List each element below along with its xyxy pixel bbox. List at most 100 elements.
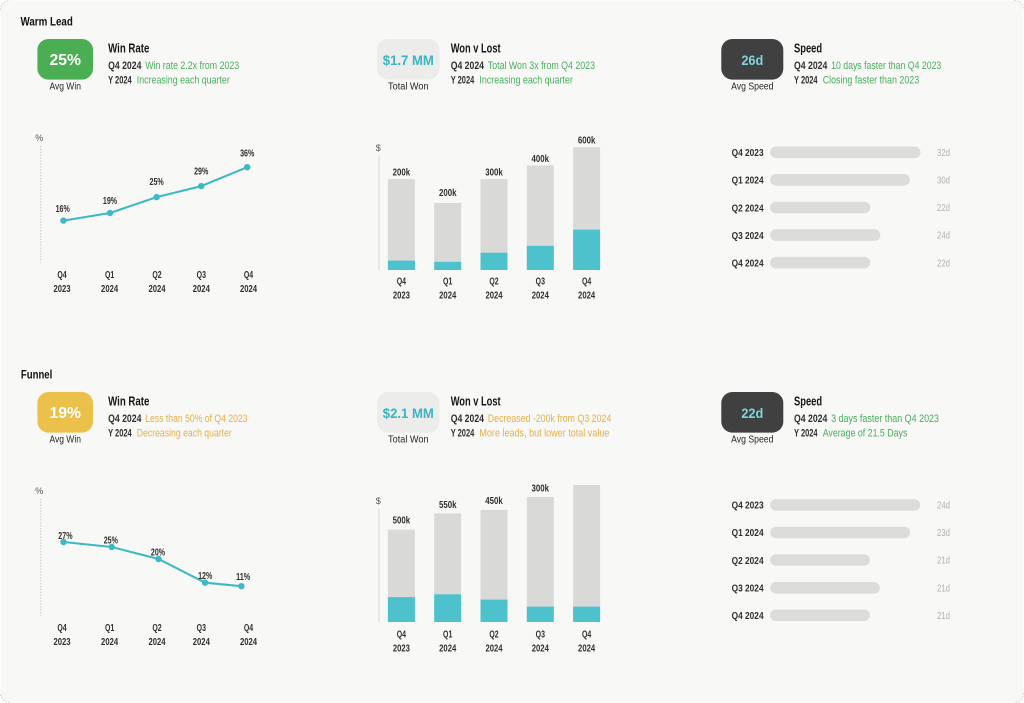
svg-text:2024: 2024 — [193, 284, 210, 295]
svg-text:Avg Speed: Avg Speed — [731, 434, 773, 445]
svg-text:Q2: Q2 — [152, 623, 162, 634]
svg-text:%: % — [35, 133, 43, 143]
svg-text:30d: 30d — [937, 176, 950, 187]
svg-text:Y 2024: Y 2024 — [108, 428, 132, 440]
svg-text:Y 2024: Y 2024 — [451, 428, 475, 440]
svg-text:Q4 2024: Q4 2024 — [451, 60, 485, 72]
svg-text:21d: 21d — [937, 556, 950, 567]
svg-text:Funnel: Funnel — [21, 368, 52, 382]
svg-text:21d: 21d — [937, 611, 950, 622]
svg-text:25%: 25% — [104, 536, 118, 547]
svg-text:Q4 2024: Q4 2024 — [732, 611, 764, 622]
svg-text:Y 2024: Y 2024 — [451, 75, 475, 87]
svg-text:Q3 2024: Q3 2024 — [732, 231, 764, 242]
svg-text:300k: 300k — [532, 484, 550, 495]
svg-text:Q2 2024: Q2 2024 — [732, 556, 764, 567]
svg-text:500k: 500k — [393, 516, 411, 527]
svg-text:2023: 2023 — [53, 637, 70, 648]
svg-text:Won v Lost: Won v Lost — [451, 394, 501, 409]
svg-text:Q4 2023: Q4 2023 — [732, 148, 764, 159]
svg-text:Closing faster than 2023: Closing faster than 2023 — [823, 75, 920, 87]
svg-text:Q4: Q4 — [397, 630, 407, 641]
svg-text:2024: 2024 — [439, 290, 456, 301]
svg-text:Total Won: Total Won — [388, 434, 429, 445]
svg-text:450k: 450k — [485, 496, 503, 507]
svg-text:Q2 2024: Q2 2024 — [732, 203, 764, 214]
svg-text:Q3: Q3 — [197, 623, 207, 634]
svg-text:23d: 23d — [937, 528, 950, 539]
svg-text:More leads, but lower total va: More leads, but lower total value — [479, 428, 609, 440]
svg-text:Win rate 2.2x from 2023: Win rate 2.2x from 2023 — [145, 60, 239, 72]
svg-text:550k: 550k — [439, 500, 457, 511]
svg-text:$1.7 MM: $1.7 MM — [383, 52, 434, 68]
svg-text:Q4 2024: Q4 2024 — [794, 413, 828, 425]
svg-text:11%: 11% — [236, 572, 250, 583]
svg-text:Q3: Q3 — [536, 277, 546, 288]
svg-text:2024: 2024 — [193, 637, 210, 648]
svg-text:2023: 2023 — [53, 284, 70, 295]
svg-text:Average of 21.5 Days: Average of 21.5 Days — [823, 428, 908, 440]
svg-text:Speed: Speed — [794, 41, 822, 56]
svg-text:Q4: Q4 — [397, 277, 407, 288]
svg-text:10 days faster than Q4 2023: 10 days faster than Q4 2023 — [831, 60, 941, 72]
svg-text:2024: 2024 — [439, 643, 456, 654]
svg-text:Q1: Q1 — [105, 623, 115, 634]
svg-text:Total Won 3x from Q4 2023: Total Won 3x from Q4 2023 — [488, 60, 595, 72]
svg-text:2024: 2024 — [485, 290, 502, 301]
svg-text:26d: 26d — [741, 53, 763, 68]
svg-text:2023: 2023 — [393, 643, 410, 654]
svg-text:2024: 2024 — [578, 643, 595, 654]
svg-text:2023: 2023 — [393, 290, 410, 301]
svg-text:2024: 2024 — [240, 284, 257, 295]
svg-text:2024: 2024 — [532, 643, 549, 654]
svg-text:Win Rate: Win Rate — [108, 394, 149, 409]
svg-text:Q1: Q1 — [443, 277, 453, 288]
svg-text:2024: 2024 — [578, 290, 595, 301]
svg-text:16%: 16% — [56, 204, 70, 215]
svg-text:Q1 2024: Q1 2024 — [732, 176, 764, 187]
svg-text:Decreased -200k from Q3 2024: Decreased -200k from Q3 2024 — [488, 413, 612, 425]
svg-text:2024: 2024 — [101, 284, 118, 295]
svg-text:$: $ — [376, 143, 381, 153]
svg-text:25%: 25% — [49, 52, 81, 69]
svg-text:200k: 200k — [439, 188, 457, 199]
svg-text:$2.1 MM: $2.1 MM — [383, 405, 434, 421]
svg-text:32d: 32d — [937, 148, 950, 159]
svg-text:29%: 29% — [194, 167, 208, 178]
svg-text:3 days faster than Q4 2023: 3 days faster than Q4 2023 — [831, 413, 939, 425]
svg-text:Q4: Q4 — [582, 277, 592, 288]
svg-text:Q4 2024: Q4 2024 — [732, 259, 764, 270]
svg-text:Y 2024: Y 2024 — [108, 75, 132, 87]
svg-text:Q4 2024: Q4 2024 — [794, 60, 828, 72]
svg-text:Q4 2024: Q4 2024 — [108, 413, 142, 425]
svg-text:Q1 2024: Q1 2024 — [732, 528, 764, 539]
svg-text:2024: 2024 — [532, 290, 549, 301]
svg-text:22d: 22d — [741, 406, 763, 421]
svg-text:Avg Speed: Avg Speed — [731, 81, 773, 92]
svg-text:2024: 2024 — [148, 284, 165, 295]
svg-text:Q1: Q1 — [105, 270, 115, 281]
svg-text:Won v Lost: Won v Lost — [451, 41, 501, 56]
svg-text:22d: 22d — [937, 203, 950, 214]
svg-text:Q4: Q4 — [244, 270, 254, 281]
svg-text:300k: 300k — [485, 167, 503, 178]
svg-text:24d: 24d — [937, 501, 950, 512]
svg-text:Q4: Q4 — [244, 623, 254, 634]
svg-text:Win Rate: Win Rate — [108, 41, 149, 56]
svg-text:Q4: Q4 — [57, 623, 67, 634]
svg-text:Increasing each quarter: Increasing each quarter — [137, 75, 230, 87]
svg-text:Decreasing each quarter: Decreasing each quarter — [137, 428, 232, 440]
svg-text:Q1: Q1 — [443, 630, 453, 641]
svg-text:2024: 2024 — [240, 637, 257, 648]
svg-text:25%: 25% — [150, 177, 164, 188]
svg-text:Q3 2024: Q3 2024 — [732, 584, 764, 595]
svg-text:20%: 20% — [151, 547, 165, 558]
svg-text:Avg Win: Avg Win — [49, 81, 81, 92]
svg-text:%: % — [35, 486, 43, 496]
svg-text:Q2: Q2 — [489, 630, 499, 641]
svg-text:Q2: Q2 — [152, 270, 162, 281]
svg-text:12%: 12% — [198, 571, 212, 582]
svg-text:19%: 19% — [103, 196, 117, 207]
svg-text:Q4 2023: Q4 2023 — [732, 501, 764, 512]
svg-text:Increasing each quarter: Increasing each quarter — [479, 75, 573, 87]
